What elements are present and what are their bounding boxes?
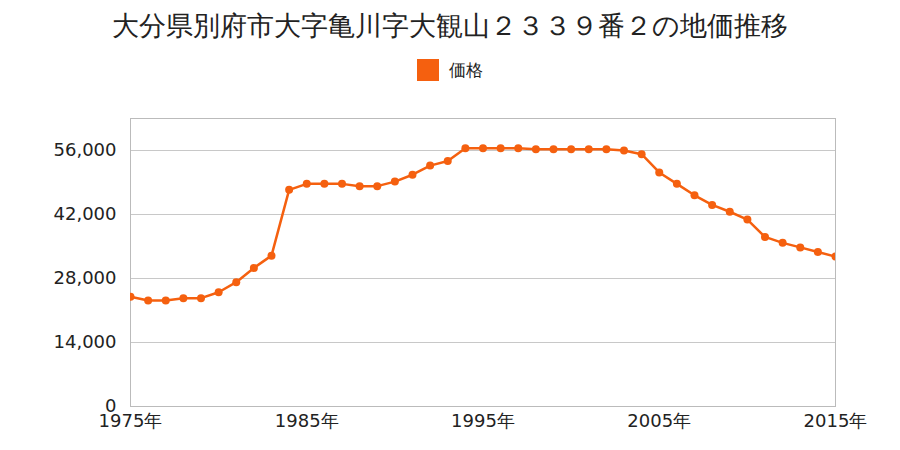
- svg-text:56,000: 56,000: [54, 139, 117, 160]
- svg-text:2015年: 2015年: [804, 410, 868, 431]
- html-text:価格: 価格: [449, 59, 483, 80]
- svg-text:2005年: 2005年: [627, 410, 691, 431]
- svg-text:42,000: 42,000: [54, 203, 117, 224]
- svg-text:1995年: 1995年: [451, 410, 515, 431]
- svg-text:1975年: 1975年: [99, 410, 163, 431]
- svg-text:28,000: 28,000: [54, 267, 117, 288]
- html-text:大分県別府市大字亀川字大観山２３３９番２の地価推移: 大分県別府市大字亀川字大観山２３３９番２の地価推移: [112, 10, 788, 41]
- svg-text:0: 0: [105, 395, 117, 417]
- svg-text:1985年: 1985年: [275, 410, 339, 431]
- svg-text:14,000: 14,000: [54, 331, 117, 352]
